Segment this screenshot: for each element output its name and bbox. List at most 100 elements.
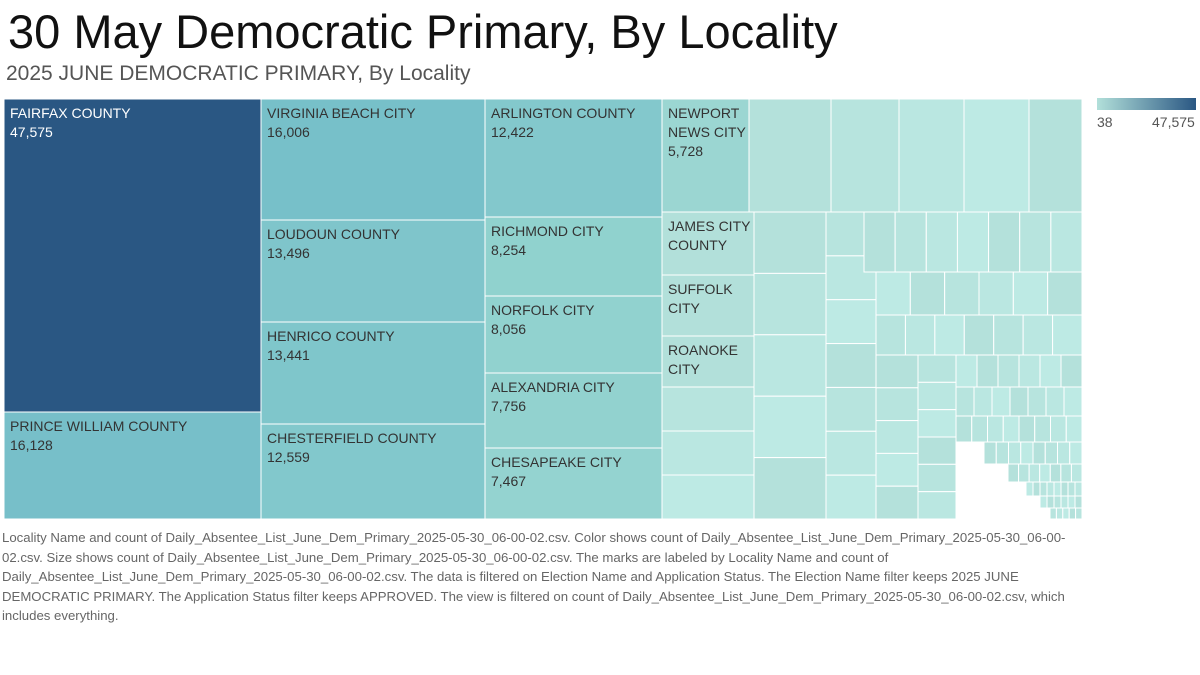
treemap-tile-small[interactable] [995,441,1009,465]
treemap-tile-small[interactable] [955,354,978,388]
treemap-tile-small[interactable] [1060,481,1069,497]
treemap-tile-small[interactable] [909,271,946,316]
treemap-tile[interactable] [3,98,262,413]
treemap-tile-small[interactable] [1018,463,1030,483]
treemap-tile-small[interactable] [988,211,1021,273]
treemap-tile[interactable] [260,423,486,520]
treemap-tile[interactable] [260,98,486,221]
treemap-tile-small[interactable] [875,452,919,487]
treemap-tile-small[interactable] [1063,386,1083,417]
treemap-tile-small[interactable] [1044,441,1058,465]
treemap-tile-small[interactable] [753,395,827,459]
treemap-tile-small[interactable] [978,271,1014,316]
treemap-tile-small[interactable] [898,98,965,213]
treemap-tile-small[interactable] [963,314,995,356]
treemap-tile-small[interactable] [1067,481,1076,497]
treemap-tile[interactable] [260,219,486,323]
treemap-tile-small[interactable] [973,386,993,417]
treemap-tile-small[interactable] [1039,481,1048,497]
treemap-tile-small[interactable] [1052,314,1083,356]
treemap-tile-small[interactable] [917,436,957,465]
treemap-tile-small[interactable] [825,299,877,345]
treemap-tile-small[interactable] [1049,463,1062,483]
treemap-tile-small[interactable] [1060,463,1072,483]
treemap-tile-small[interactable] [1028,98,1083,213]
treemap-tile-small[interactable] [1032,441,1046,465]
treemap-tile-small[interactable] [1062,507,1070,520]
treemap-tile-small[interactable] [661,386,755,432]
treemap-tile[interactable] [661,335,755,388]
treemap-tile-small[interactable] [955,415,973,443]
treemap-tile-small[interactable] [825,343,877,388]
treemap-tile-small[interactable] [1053,495,1062,509]
treemap-tile-small[interactable] [748,98,832,213]
treemap-tile[interactable] [484,447,663,520]
treemap-tile-small[interactable] [917,381,957,411]
treemap-tile-small[interactable] [825,474,877,520]
treemap-tile-small[interactable] [875,420,919,454]
treemap-tile[interactable] [484,372,663,449]
treemap-tile-small[interactable] [894,211,927,273]
treemap-tile-small[interactable] [1053,481,1062,497]
treemap-tile-small[interactable] [1002,415,1020,443]
treemap-tile-small[interactable] [1045,386,1065,417]
treemap-tile-small[interactable] [1046,481,1055,497]
treemap-tile-small[interactable] [963,98,1030,213]
treemap-tile-small[interactable] [1007,463,1020,483]
treemap-tile-small[interactable] [1022,314,1054,356]
treemap-tile-small[interactable] [863,211,896,273]
treemap-tile-small[interactable] [1074,481,1083,497]
treemap-tile-small[interactable] [1046,495,1055,509]
treemap-tile-small[interactable] [991,386,1011,417]
treemap-tile-small[interactable] [971,415,988,443]
treemap-tile-small[interactable] [1050,415,1067,443]
treemap-tile-small[interactable] [1032,481,1041,497]
treemap-tile-small[interactable] [987,415,1004,443]
treemap-tile-small[interactable] [825,386,877,432]
treemap-tile-small[interactable] [1008,441,1022,465]
treemap-tile[interactable] [3,411,262,520]
treemap-tile-small[interactable] [904,314,936,356]
treemap-tile[interactable] [484,98,663,218]
treemap-tile-small[interactable] [753,211,827,274]
treemap-tile-small[interactable] [875,485,919,520]
treemap-tile-small[interactable] [1009,386,1029,417]
treemap-tile-small[interactable] [1028,463,1041,483]
treemap-tile-small[interactable] [753,272,827,336]
treemap-tile-small[interactable] [997,354,1020,388]
treemap-tile-small[interactable] [944,271,980,316]
treemap-tile-small[interactable] [956,211,990,273]
treemap-tile-small[interactable] [1068,507,1077,520]
treemap-tile-small[interactable] [1075,507,1083,520]
treemap-tile-small[interactable] [1067,495,1076,509]
treemap-tile-small[interactable] [875,271,911,316]
treemap-tile-small[interactable] [661,474,755,520]
treemap-tile-small[interactable] [1070,463,1083,483]
treemap-tile-small[interactable] [875,354,919,389]
treemap-tile-small[interactable] [1057,441,1071,465]
treemap-tile-small[interactable] [661,430,755,476]
treemap-tile-small[interactable] [925,211,958,273]
treemap-tile[interactable] [661,98,750,213]
treemap-tile-small[interactable] [1060,354,1083,388]
treemap-tile-small[interactable] [1074,495,1083,509]
treemap-tile-small[interactable] [1020,441,1034,465]
treemap-tile-small[interactable] [1012,271,1049,316]
treemap-tile-small[interactable] [1065,415,1083,443]
treemap-tile-small[interactable] [1025,481,1034,497]
treemap-tile[interactable] [484,295,663,374]
treemap-tile[interactable] [661,211,755,276]
treemap-tile-small[interactable] [1027,386,1047,417]
treemap-tile-small[interactable] [875,314,906,356]
treemap-tile-small[interactable] [917,491,957,520]
treemap-tile-small[interactable] [955,386,975,417]
treemap-tile-small[interactable] [875,387,919,422]
treemap-tile-small[interactable] [1034,415,1051,443]
treemap-tile-small[interactable] [1060,495,1069,509]
treemap-tile-small[interactable] [917,409,957,438]
treemap-tile-small[interactable] [976,354,999,388]
treemap-tile-small[interactable] [917,354,957,383]
treemap-tile-small[interactable] [830,98,900,213]
treemap-tile-small[interactable] [753,334,827,397]
